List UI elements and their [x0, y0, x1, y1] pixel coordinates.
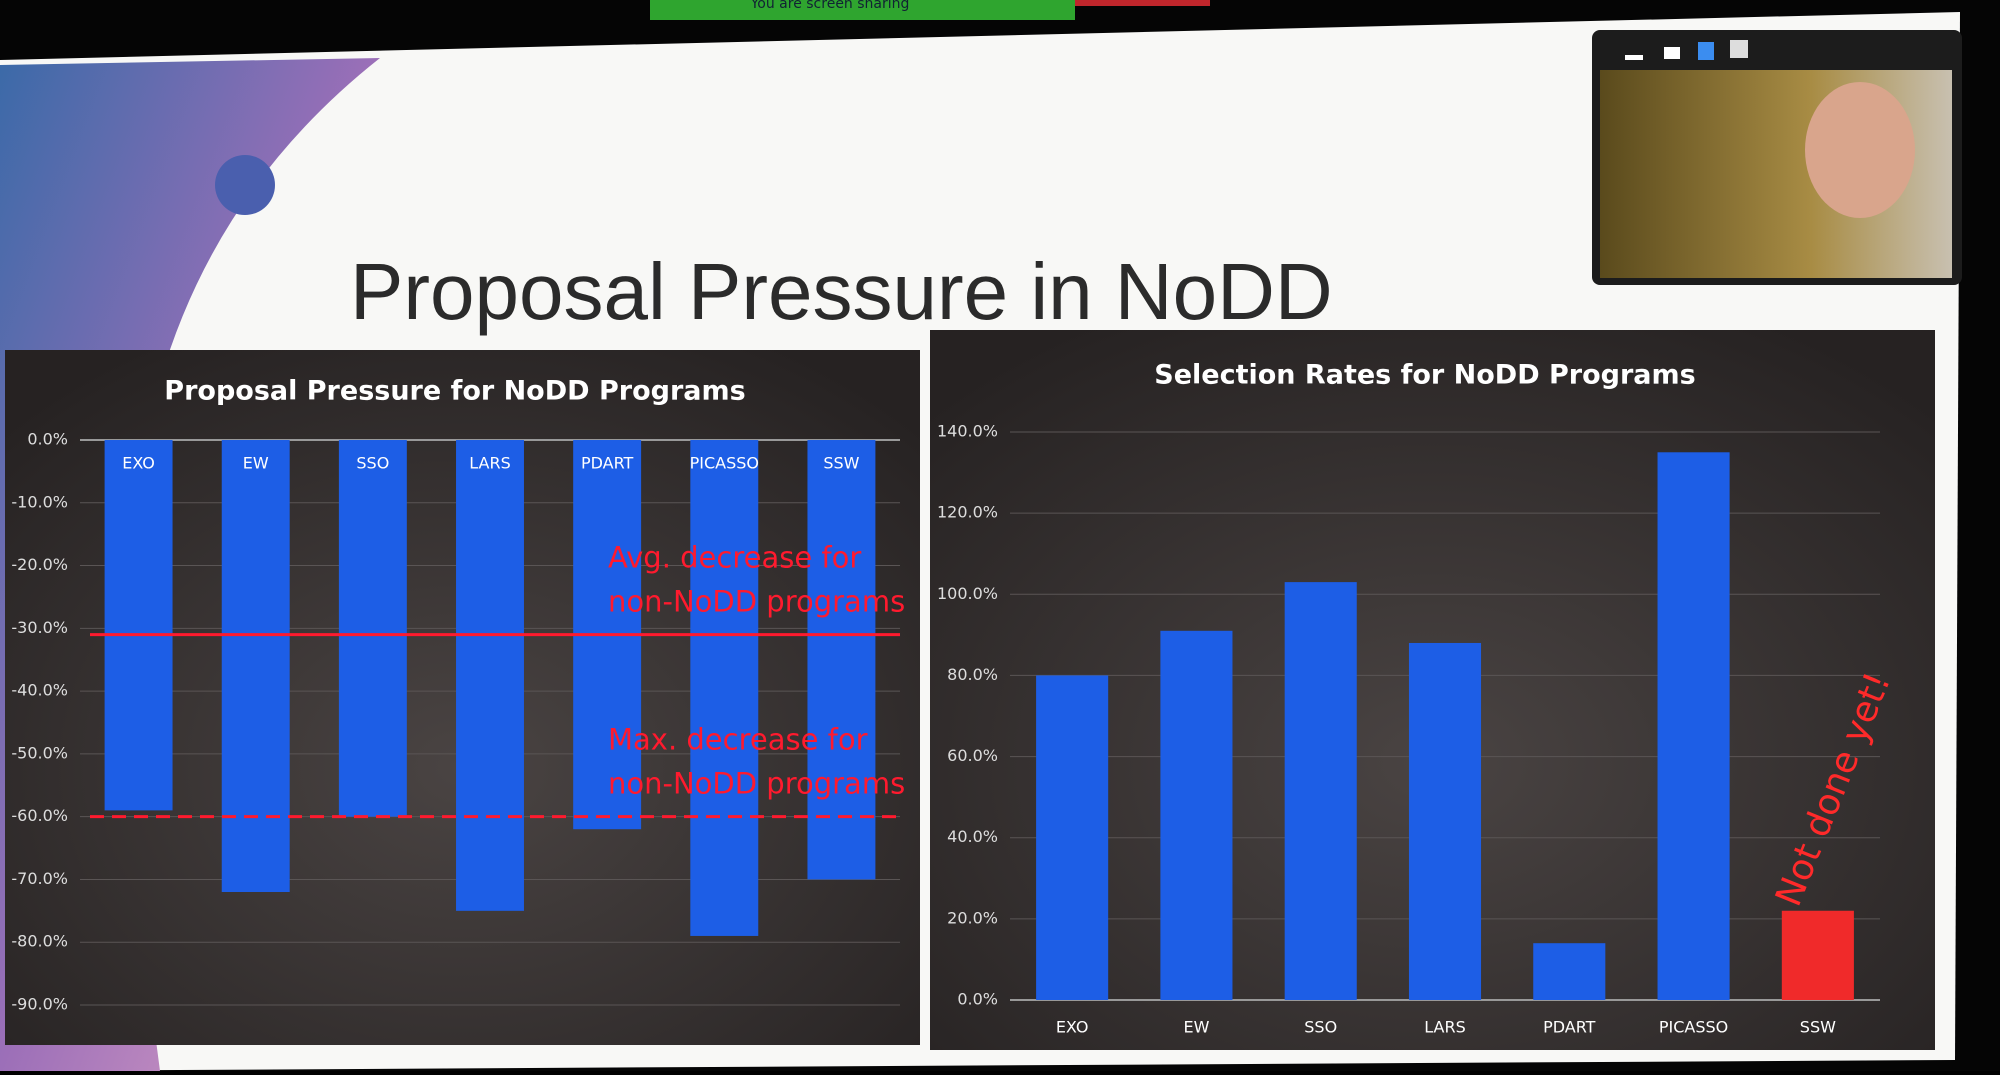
y-tick-label: 20.0%	[947, 908, 998, 927]
y-tick-label: 120.0%	[937, 503, 998, 522]
y-tick-label: 80.0%	[947, 665, 998, 684]
x-tick-label: PDART	[581, 454, 634, 473]
x-tick-label: PICASSO	[690, 454, 759, 473]
reference-label: non-NoDD programs	[608, 585, 905, 619]
y-tick-label: -50.0%	[11, 743, 68, 762]
banner-text: You are screen sharing	[750, 0, 910, 12]
y-tick-label: -40.0%	[11, 681, 68, 700]
y-tick-label: -90.0%	[11, 995, 68, 1014]
bar	[338, 440, 407, 817]
y-tick-label: 0.0%	[27, 430, 68, 449]
bar	[690, 440, 759, 936]
chart-title: Selection Rates for NoDD Programs	[1154, 360, 1695, 391]
x-tick-label: LARS	[1424, 1018, 1466, 1037]
stop-share[interactable]	[1075, 0, 1210, 6]
x-tick-label: EXO	[122, 454, 155, 473]
minimize-button[interactable]	[1625, 55, 1643, 60]
speaker	[1805, 82, 1915, 218]
grid-button[interactable]	[1730, 40, 1748, 58]
layout-button[interactable]	[1698, 42, 1714, 60]
bar	[456, 440, 524, 911]
sharing-banner	[650, 0, 1075, 20]
bar	[1781, 910, 1854, 1000]
bar	[1284, 582, 1357, 1000]
bar	[1533, 943, 1606, 1000]
y-tick-label: 60.0%	[947, 746, 998, 765]
reference-label: Avg. decrease for	[608, 541, 861, 575]
x-tick-label: SSO	[1304, 1018, 1337, 1037]
y-tick-label: -70.0%	[11, 869, 68, 888]
y-tick-label: -30.0%	[11, 618, 68, 637]
bar	[807, 440, 876, 880]
x-tick-label: SSW	[1800, 1018, 1836, 1037]
y-tick-label: -60.0%	[11, 806, 68, 825]
bar	[104, 440, 173, 811]
window-button[interactable]	[1664, 47, 1680, 59]
x-tick-label: SSW	[823, 454, 859, 473]
y-tick-label: -20.0%	[11, 555, 68, 574]
chart-title: Proposal Pressure for NoDD Programs	[164, 376, 745, 407]
x-tick-label: PICASSO	[1659, 1018, 1728, 1037]
x-tick-label: SSO	[356, 454, 389, 473]
slide-title: Proposal Pressure in NoDD	[350, 247, 1333, 336]
bar	[221, 440, 290, 892]
y-tick-label: 40.0%	[947, 827, 998, 846]
x-tick-label: EXO	[1056, 1018, 1089, 1037]
y-tick-label: 100.0%	[937, 584, 998, 603]
x-tick-label: LARS	[469, 454, 511, 473]
x-tick-label: EW	[243, 454, 269, 473]
y-tick-label: -10.0%	[11, 492, 68, 511]
x-tick-label: PDART	[1543, 1018, 1596, 1037]
y-tick-label: -80.0%	[11, 932, 68, 951]
y-tick-label: 0.0%	[957, 990, 998, 1009]
bar	[1160, 630, 1233, 1000]
y-tick-label: 140.0%	[937, 422, 998, 441]
reference-label: non-NoDD programs	[608, 767, 905, 801]
x-tick-label: EW	[1183, 1018, 1209, 1037]
planet	[215, 155, 275, 215]
bar	[1657, 452, 1730, 1000]
bar	[1036, 675, 1109, 1000]
reference-label: Max. decrease for	[608, 723, 868, 757]
bar	[1408, 642, 1482, 1000]
